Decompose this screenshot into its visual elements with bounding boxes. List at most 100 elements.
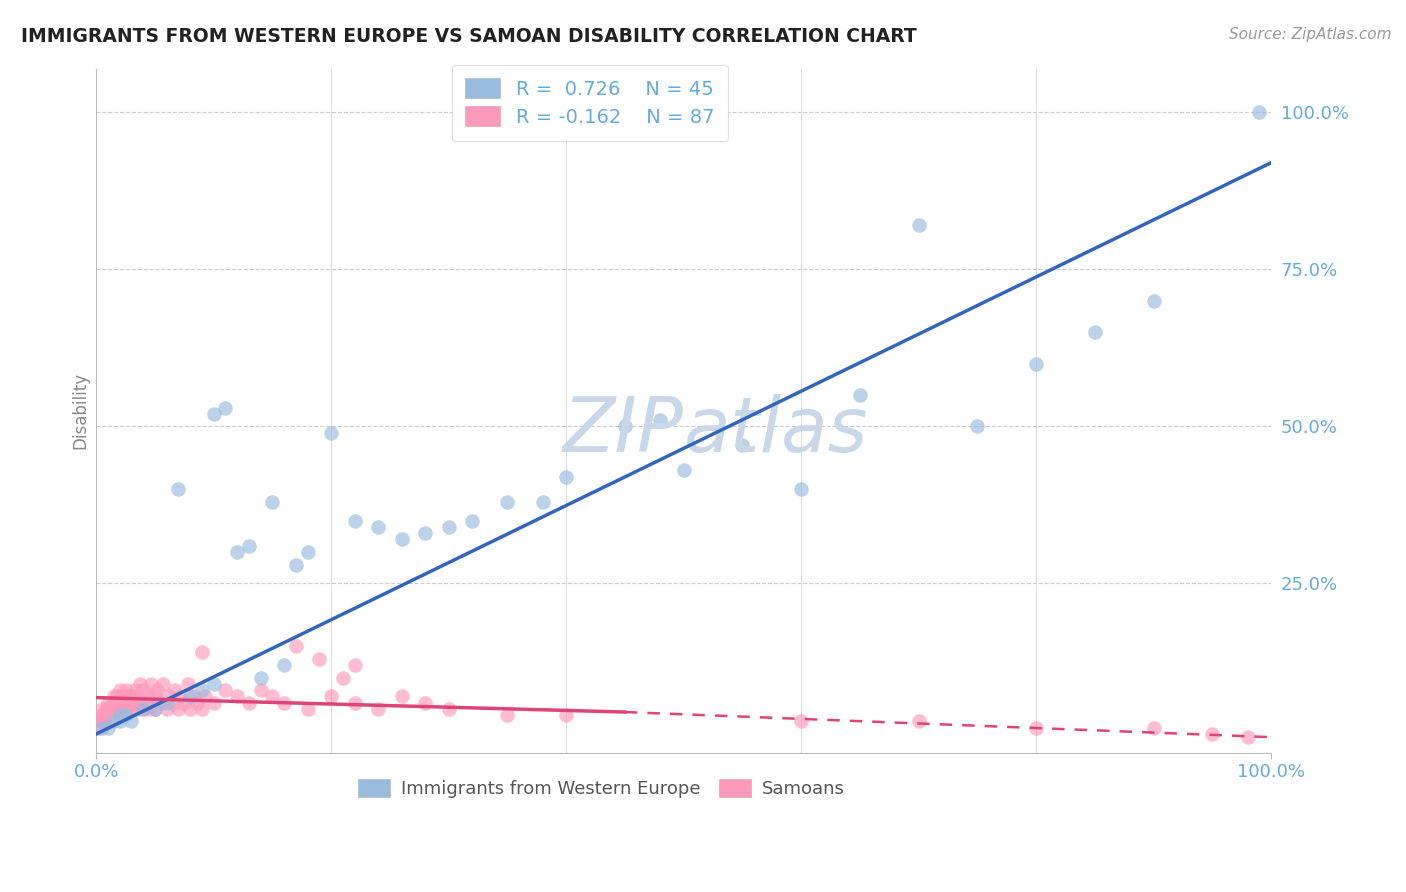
- Point: [413, 696, 436, 710]
- Point: [91, 721, 114, 735]
- Point: [132, 683, 155, 698]
- Point: [202, 696, 225, 710]
- Point: [93, 714, 115, 729]
- Point: [114, 702, 136, 716]
- Point: [179, 690, 201, 704]
- Point: [91, 702, 114, 716]
- Point: [1201, 727, 1223, 741]
- Point: [167, 482, 190, 496]
- Point: [128, 677, 150, 691]
- Point: [367, 702, 389, 716]
- Point: [105, 702, 128, 716]
- Point: [107, 696, 129, 710]
- Point: [117, 696, 139, 710]
- Point: [297, 545, 319, 559]
- Point: [122, 696, 145, 710]
- Point: [143, 690, 166, 704]
- Point: [98, 702, 121, 716]
- Point: [114, 708, 136, 723]
- Point: [120, 702, 142, 716]
- Point: [1236, 730, 1258, 744]
- Point: [108, 708, 131, 723]
- Point: [849, 388, 872, 402]
- Point: [343, 696, 366, 710]
- Point: [87, 721, 110, 735]
- Point: [226, 545, 249, 559]
- Point: [90, 708, 112, 723]
- Point: [111, 696, 134, 710]
- Point: [108, 714, 131, 729]
- Point: [202, 407, 225, 421]
- Point: [163, 683, 186, 698]
- Point: [496, 708, 519, 723]
- Point: [907, 219, 929, 233]
- Point: [138, 702, 160, 716]
- Point: [262, 494, 284, 508]
- Point: [273, 657, 295, 672]
- Point: [94, 702, 117, 716]
- Point: [91, 708, 114, 723]
- Y-axis label: Disability: Disability: [72, 372, 89, 450]
- Point: [112, 690, 135, 704]
- Point: [1142, 293, 1164, 308]
- Point: [391, 533, 413, 547]
- Point: [1142, 721, 1164, 735]
- Point: [496, 494, 519, 508]
- Point: [177, 677, 200, 691]
- Point: [127, 702, 149, 716]
- Point: [238, 539, 260, 553]
- Point: [132, 702, 155, 716]
- Point: [555, 469, 578, 483]
- Legend: Immigrants from Western Europe, Samoans: Immigrants from Western Europe, Samoans: [350, 772, 852, 805]
- Point: [461, 514, 484, 528]
- Point: [89, 714, 111, 729]
- Point: [114, 683, 136, 698]
- Point: [143, 702, 166, 716]
- Point: [790, 714, 813, 729]
- Point: [262, 690, 284, 704]
- Point: [555, 708, 578, 723]
- Point: [907, 714, 929, 729]
- Point: [613, 419, 636, 434]
- Point: [100, 708, 122, 723]
- Point: [141, 677, 163, 691]
- Point: [191, 683, 214, 698]
- Point: [1025, 357, 1047, 371]
- Point: [1084, 325, 1107, 339]
- Point: [143, 702, 166, 716]
- Point: [413, 526, 436, 541]
- Text: ZIP: ZIP: [562, 394, 683, 468]
- Point: [101, 696, 124, 710]
- Point: [731, 438, 754, 452]
- Point: [437, 520, 460, 534]
- Point: [97, 696, 120, 710]
- Point: [308, 651, 330, 665]
- Text: Source: ZipAtlas.com: Source: ZipAtlas.com: [1229, 27, 1392, 42]
- Point: [104, 696, 127, 710]
- Point: [135, 696, 157, 710]
- Point: [103, 702, 125, 716]
- Text: IMMIGRANTS FROM WESTERN EUROPE VS SAMOAN DISABILITY CORRELATION CHART: IMMIGRANTS FROM WESTERN EUROPE VS SAMOAN…: [21, 27, 917, 45]
- Point: [146, 683, 169, 698]
- Point: [790, 482, 813, 496]
- Point: [136, 690, 159, 704]
- Point: [1025, 721, 1047, 735]
- Point: [194, 690, 217, 704]
- Point: [202, 677, 225, 691]
- Point: [226, 690, 249, 704]
- Point: [437, 702, 460, 716]
- Point: [249, 683, 271, 698]
- Point: [152, 677, 174, 691]
- Point: [103, 690, 125, 704]
- Point: [108, 683, 131, 698]
- Point: [120, 690, 142, 704]
- Point: [531, 494, 554, 508]
- Point: [179, 702, 201, 716]
- Point: [367, 520, 389, 534]
- Point: [191, 702, 214, 716]
- Point: [297, 702, 319, 716]
- Point: [103, 714, 125, 729]
- Point: [191, 645, 214, 659]
- Point: [132, 702, 155, 716]
- Point: [238, 696, 260, 710]
